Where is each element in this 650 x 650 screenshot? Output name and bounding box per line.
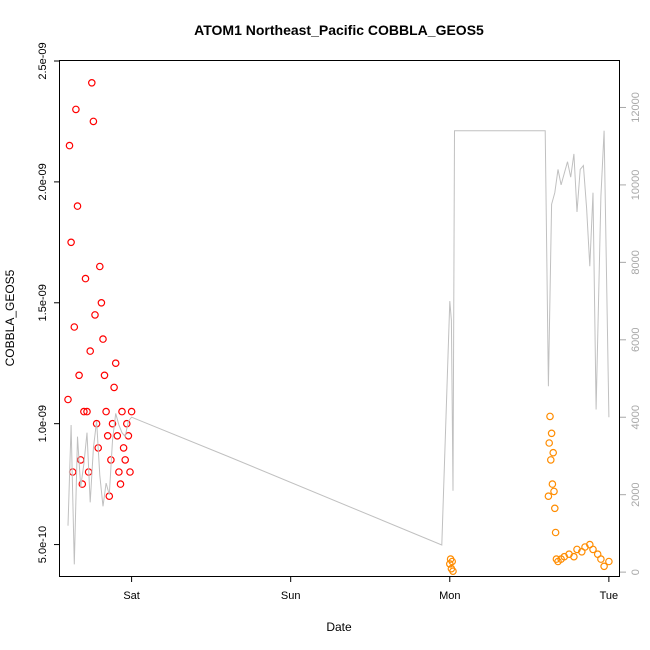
series-0-point [121, 456, 130, 464]
series-0-point [89, 117, 98, 126]
series-0-point [126, 468, 134, 476]
series-1-point [549, 448, 558, 457]
y2-tick-label-4: 8000 [630, 250, 642, 274]
series-0-point [64, 395, 72, 404]
y-axis: 5.0e-10 1.0e-09 1.5e-09 2.0e-09 2.5e-09 [37, 42, 60, 563]
y-tick-label-2: 1.5e-09 [37, 284, 49, 321]
y2-tick-label-6: 12000 [630, 92, 642, 123]
series-1-point [551, 528, 560, 537]
series-0-point [80, 407, 88, 416]
y2-axis: 0 2000 4000 6000 8000 10000 12000 [620, 92, 642, 575]
y-tick-label-0: 5.0e-10 [37, 526, 49, 563]
series-0-point [110, 383, 118, 392]
series-0-point [97, 298, 106, 307]
series-1-point [550, 504, 559, 513]
series-1-point [545, 439, 554, 447]
series-2 [67, 130, 610, 565]
series-0-point [70, 323, 79, 331]
y2-tick-label-1: 2000 [630, 482, 642, 506]
series-0-point [75, 371, 83, 380]
series-0-point [78, 480, 87, 488]
series-0-point [113, 431, 122, 440]
series-0-point [103, 431, 112, 440]
series-1 [445, 412, 613, 576]
series-1-point [547, 429, 556, 438]
series-0-point [99, 335, 107, 343]
series-0-point [81, 274, 90, 283]
series-0-point [91, 311, 99, 319]
series-0-point [100, 371, 109, 380]
series-1-point [600, 562, 608, 571]
series-0-point [83, 407, 91, 416]
series-0-point [115, 468, 123, 476]
y-tick-label-3: 2.0e-09 [37, 163, 49, 200]
series-layer [64, 79, 613, 576]
x-axis: Sat Sun Mon Tue [123, 576, 618, 602]
series-0-point [116, 480, 125, 488]
chart-title: ATOM1 Northeast_Pacific COBBLA_GEOS5 [194, 22, 484, 38]
series-2-line [67, 130, 610, 565]
plot-frame [59, 60, 620, 577]
x-tick-label-0: Sat [123, 590, 140, 602]
series-0-point [96, 262, 104, 271]
y-tick-label-4: 2.5e-09 [37, 42, 49, 79]
x-tick-label-2: Mon [439, 590, 460, 602]
series-0-point [72, 105, 80, 114]
y-axis-label: COBBLA_GEOS5 [3, 269, 17, 366]
series-0-point [127, 407, 136, 416]
x-tick-label-1: Sun [281, 590, 301, 602]
series-0-point [73, 202, 82, 210]
series-0-point [88, 79, 96, 87]
series-1-point [550, 487, 558, 496]
series-1-point [546, 412, 554, 421]
series-1-point [445, 560, 454, 568]
series-1-point [548, 480, 557, 488]
y2-tick-label-5: 10000 [630, 170, 642, 201]
y-tick-label-1: 1.0e-09 [37, 405, 49, 442]
series-0-point [108, 419, 117, 428]
series-1-point [597, 555, 605, 563]
series-1-point [448, 557, 457, 566]
series-1-point [546, 456, 555, 464]
series-0-point [86, 347, 95, 355]
y2-tick-label-2: 4000 [630, 405, 642, 429]
series-0-point [118, 407, 126, 416]
series-1-point [449, 567, 457, 576]
series-0-point [111, 359, 120, 368]
series-0-point [102, 407, 110, 416]
series-1-point [589, 545, 597, 554]
x-axis-label: Date [326, 620, 352, 634]
series-0-point [67, 238, 75, 247]
series-1-point [544, 492, 553, 501]
x-tick-label-3: Tue [600, 590, 619, 602]
series-1-point [605, 557, 613, 566]
y2-tick-label-0: 0 [630, 569, 642, 575]
series-0-point [65, 141, 74, 150]
y2-tick-label-3: 6000 [630, 328, 642, 352]
series-0-point [119, 444, 128, 452]
series-1-point [570, 552, 578, 561]
